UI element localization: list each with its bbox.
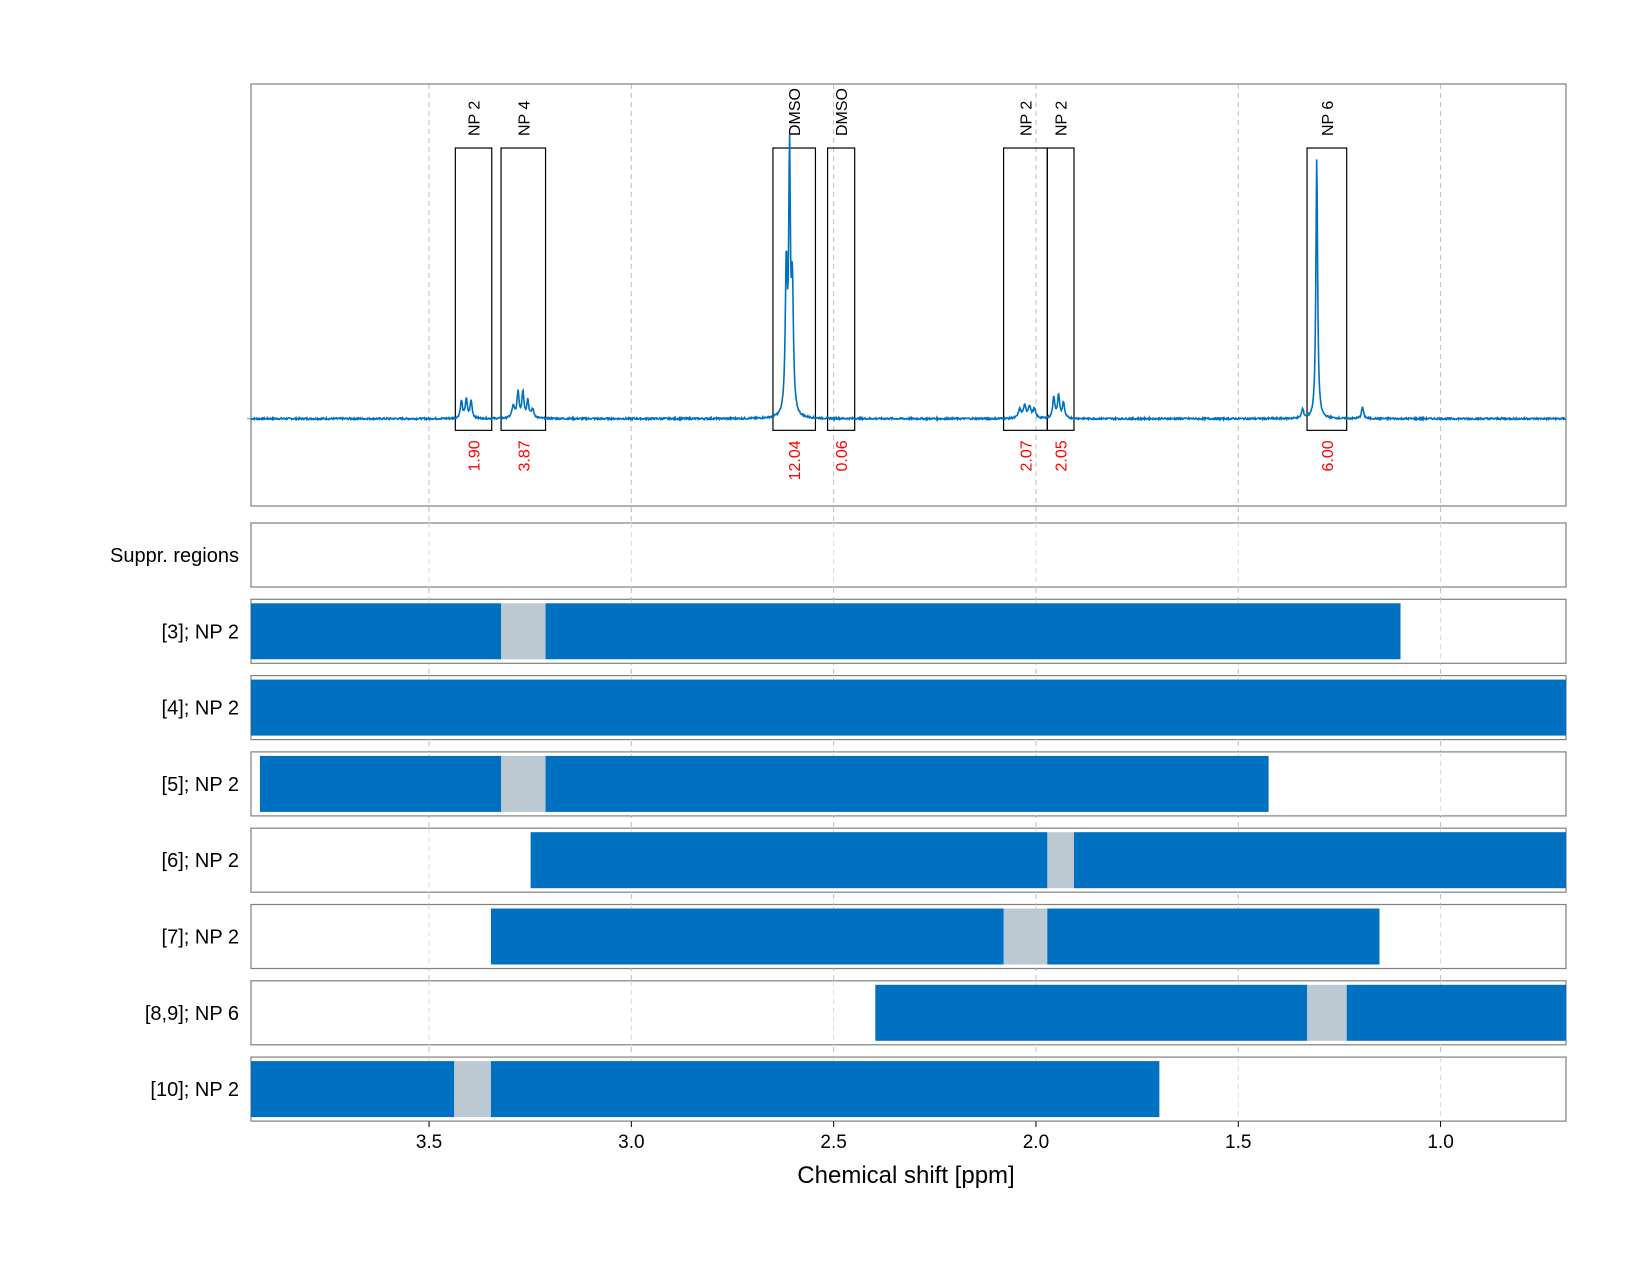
row-gap bbox=[1307, 984, 1347, 1041]
integral-label: 0.06 bbox=[834, 440, 851, 471]
range-row: Suppr. regions bbox=[110, 522, 1567, 588]
row-bar bbox=[490, 1061, 1160, 1118]
row-label: [5]; NP 2 bbox=[162, 774, 239, 796]
row-label: [10]; NP 2 bbox=[150, 1079, 239, 1101]
integral-label: 1.90 bbox=[467, 440, 484, 471]
row-label: [4]; NP 2 bbox=[162, 698, 239, 720]
x-tick-label: 3.0 bbox=[618, 1132, 644, 1153]
row-bar bbox=[530, 832, 1048, 889]
x-tick-label: 1.0 bbox=[1427, 1132, 1453, 1153]
range-row: [5]; NP 2 bbox=[162, 751, 1567, 817]
row-bar bbox=[490, 908, 1004, 965]
region-box bbox=[1306, 147, 1348, 431]
region-label: NP 6 bbox=[1320, 101, 1337, 136]
integral-label: 2.07 bbox=[1018, 440, 1035, 471]
row-label: [7]; NP 2 bbox=[162, 927, 239, 949]
region-label: NP 2 bbox=[467, 101, 484, 136]
range-row: [3]; NP 2 bbox=[162, 598, 1567, 664]
row-bar bbox=[259, 755, 502, 812]
row-bar bbox=[1047, 908, 1380, 965]
region-box bbox=[500, 147, 547, 431]
row-gap bbox=[501, 603, 546, 660]
region-label: NP 4 bbox=[516, 101, 533, 136]
range-row: [7]; NP 2 bbox=[162, 903, 1567, 970]
range-row: [4]; NP 2 bbox=[162, 674, 1567, 741]
region-label: NP 2 bbox=[1054, 101, 1071, 136]
x-axis-label: Chemical shift [ppm] bbox=[797, 1162, 1014, 1189]
x-axis: Chemical shift [ppm] 3.5 3.0 2.5 2.0 1.5 1.0 bbox=[416, 1121, 1454, 1189]
row-bar bbox=[875, 984, 1308, 1041]
row-bar bbox=[251, 603, 502, 660]
row-gap bbox=[1047, 832, 1074, 889]
row-label: [6]; NP 2 bbox=[162, 850, 239, 872]
region-label: DMSO bbox=[834, 88, 851, 136]
integral-label: 12.04 bbox=[787, 440, 804, 480]
integral-label: 2.05 bbox=[1054, 440, 1071, 471]
row-gap bbox=[501, 755, 546, 812]
row-bar bbox=[251, 1061, 455, 1118]
x-tick-label: 2.0 bbox=[1023, 1132, 1049, 1153]
row-label: [8,9]; NP 6 bbox=[145, 1003, 239, 1025]
row-label: Suppr. regions bbox=[110, 545, 239, 567]
spectrum-panel: NP 2 1.90 NP 4 3.87 DMSO 12.04 DMSO 0.06 NP 2 2.0… bbox=[247, 83, 1567, 507]
spectrum-line bbox=[250, 134, 1567, 423]
region-box bbox=[1046, 147, 1075, 431]
integral-label: 3.87 bbox=[516, 440, 533, 471]
row-bar bbox=[1073, 832, 1566, 889]
range-row: [10]; NP 2 bbox=[150, 1056, 1567, 1122]
x-tick-label: 1.5 bbox=[1225, 1132, 1251, 1153]
row-bar bbox=[545, 603, 1401, 660]
region-label: NP 2 bbox=[1018, 101, 1035, 136]
integral-label: 6.00 bbox=[1320, 440, 1337, 471]
row-gap bbox=[454, 1061, 491, 1118]
region-box bbox=[772, 147, 817, 431]
range-row: [6]; NP 2 bbox=[162, 827, 1567, 893]
x-tick-label: 3.5 bbox=[416, 1132, 442, 1153]
row-bar bbox=[545, 755, 1269, 812]
row-bar bbox=[1346, 984, 1566, 1041]
row-frame bbox=[250, 522, 1567, 588]
region-box bbox=[826, 147, 856, 431]
region-box bbox=[454, 147, 493, 431]
range-row: [8,9]; NP 6 bbox=[145, 980, 1567, 1046]
region-label: DMSO bbox=[787, 88, 804, 136]
x-tick-label: 2.5 bbox=[820, 1132, 846, 1153]
region-box bbox=[1002, 147, 1048, 431]
spectrum-frame bbox=[250, 83, 1567, 507]
row-bar bbox=[251, 679, 1566, 736]
range-rows: Suppr. regions [3]; NP 2 [4]; NP 2 [5]; NP … bbox=[110, 522, 1567, 1122]
row-label: [3]; NP 2 bbox=[162, 621, 239, 643]
row-gap bbox=[1003, 908, 1048, 965]
